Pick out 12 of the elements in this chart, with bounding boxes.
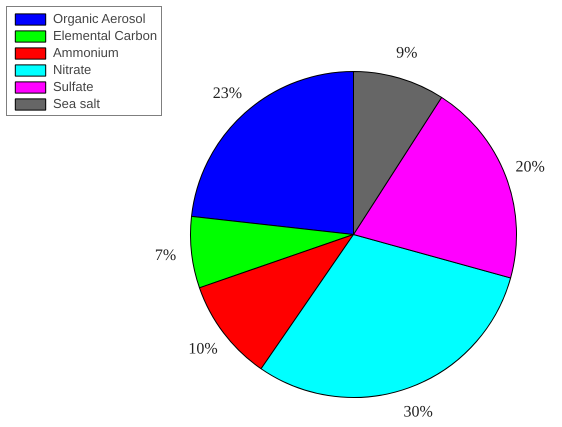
legend-label: Sulfate: [53, 79, 94, 94]
data-label: 20%: [515, 158, 545, 176]
legend-label: Organic Aerosol: [53, 11, 146, 26]
legend-label: Nitrate: [53, 62, 92, 77]
legend-label: Ammonium: [53, 45, 119, 60]
data-label: 9%: [396, 44, 418, 62]
data-label: 10%: [188, 340, 218, 358]
legend-label: Sea salt: [53, 96, 100, 111]
data-label: 30%: [404, 404, 433, 421]
data-label: 7%: [154, 246, 176, 264]
data-label: 23%: [212, 85, 242, 102]
legend-label: Elemental Carbon: [53, 28, 158, 43]
